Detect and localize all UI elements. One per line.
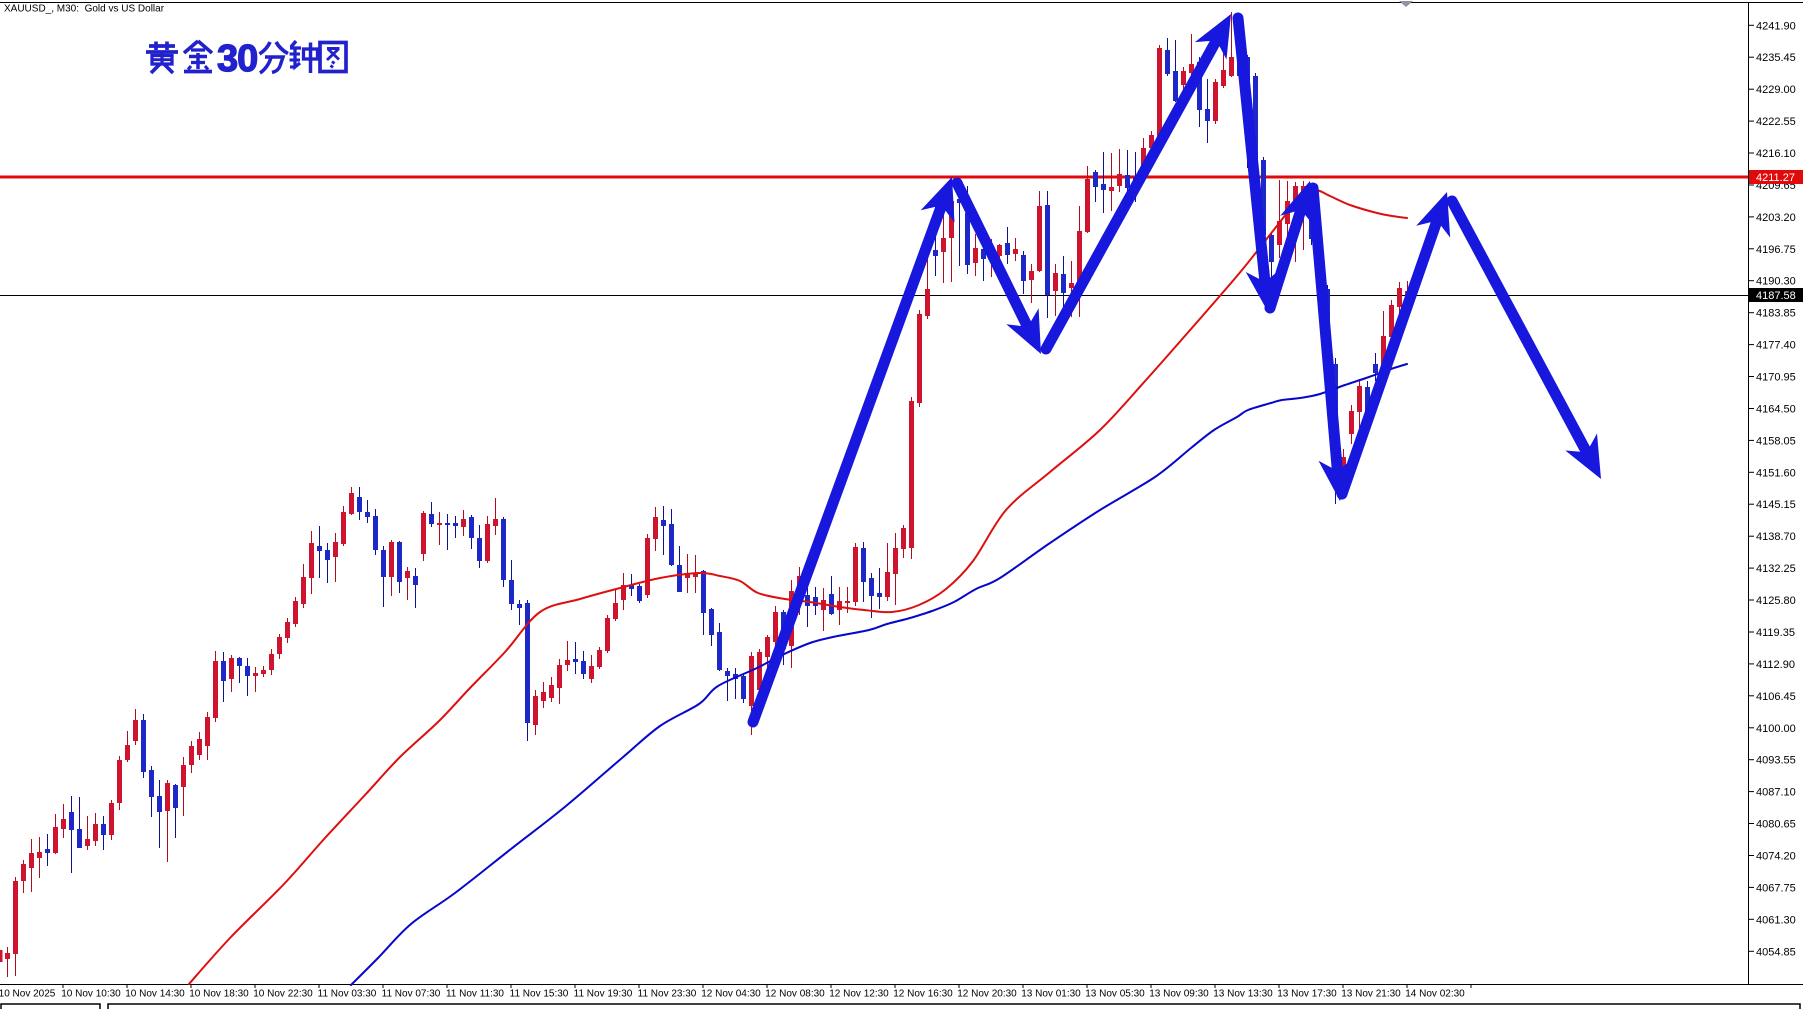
svg-text:4054.85: 4054.85 xyxy=(1756,946,1796,958)
svg-text:4211.27: 4211.27 xyxy=(1756,172,1795,184)
svg-text:13 Nov 09:30: 13 Nov 09:30 xyxy=(1149,989,1209,1000)
svg-text:10 Nov 10:30: 10 Nov 10:30 xyxy=(61,989,121,1000)
svg-text:4177.40: 4177.40 xyxy=(1756,340,1796,352)
svg-text:11 Nov 11:30: 11 Nov 11:30 xyxy=(446,989,504,1000)
svg-text:12 Nov 16:30: 12 Nov 16:30 xyxy=(893,989,953,1000)
svg-text:4100.00: 4100.00 xyxy=(1756,723,1796,735)
svg-text:4138.70: 4138.70 xyxy=(1756,531,1796,543)
svg-text:30: 30 xyxy=(217,38,257,80)
svg-text:4235.45: 4235.45 xyxy=(1756,52,1796,64)
svg-text:4080.65: 4080.65 xyxy=(1756,819,1796,831)
svg-text:12 Nov 12:30: 12 Nov 12:30 xyxy=(829,989,889,1000)
svg-text:4216.10: 4216.10 xyxy=(1756,148,1796,160)
svg-text:4093.55: 4093.55 xyxy=(1756,755,1796,767)
svg-text:4196.75: 4196.75 xyxy=(1756,244,1796,256)
svg-text:4067.75: 4067.75 xyxy=(1756,882,1796,894)
svg-text:13 Nov 21:30: 13 Nov 21:30 xyxy=(1341,989,1401,1000)
svg-text:4061.30: 4061.30 xyxy=(1756,914,1796,926)
svg-text:12 Nov 08:30: 12 Nov 08:30 xyxy=(765,989,825,1000)
svg-text:13 Nov 05:30: 13 Nov 05:30 xyxy=(1085,989,1145,1000)
svg-text:4203.20: 4203.20 xyxy=(1756,212,1796,224)
svg-text:4151.60: 4151.60 xyxy=(1756,467,1796,479)
svg-text:10 Nov 18:30: 10 Nov 18:30 xyxy=(189,989,249,1000)
svg-text:4229.00: 4229.00 xyxy=(1756,84,1796,96)
svg-text:4125.80: 4125.80 xyxy=(1756,595,1796,607)
svg-text:4132.25: 4132.25 xyxy=(1756,563,1796,575)
svg-text:4087.10: 4087.10 xyxy=(1756,787,1796,799)
svg-text:4112.90: 4112.90 xyxy=(1756,659,1795,671)
svg-text:4190.30: 4190.30 xyxy=(1756,276,1796,288)
svg-text:4183.85: 4183.85 xyxy=(1756,308,1796,320)
svg-text:14 Nov 02:30: 14 Nov 02:30 xyxy=(1405,989,1465,1000)
svg-text:12 Nov 04:30: 12 Nov 04:30 xyxy=(701,989,761,1000)
svg-text:4164.50: 4164.50 xyxy=(1756,404,1796,416)
svg-text:13 Nov 01:30: 13 Nov 01:30 xyxy=(1021,989,1081,1000)
svg-text:4106.45: 4106.45 xyxy=(1756,691,1796,703)
svg-text:11 Nov 23:30: 11 Nov 23:30 xyxy=(638,989,697,1000)
svg-text:11 Nov 15:30: 11 Nov 15:30 xyxy=(510,989,569,1000)
svg-text:12 Nov 20:30: 12 Nov 20:30 xyxy=(957,989,1017,1000)
svg-text:10 Nov 2025: 10 Nov 2025 xyxy=(0,989,56,1000)
svg-text:10 Nov 14:30: 10 Nov 14:30 xyxy=(125,989,185,1000)
svg-text:11 Nov 19:30: 11 Nov 19:30 xyxy=(574,989,633,1000)
svg-text:11 Nov 03:30: 11 Nov 03:30 xyxy=(318,989,377,1000)
svg-text:4241.90: 4241.90 xyxy=(1756,20,1796,32)
svg-text:13 Nov 13:30: 13 Nov 13:30 xyxy=(1213,989,1273,1000)
svg-text:4074.20: 4074.20 xyxy=(1756,851,1796,863)
svg-text:10 Nov 22:30: 10 Nov 22:30 xyxy=(253,989,313,1000)
svg-text:4170.95: 4170.95 xyxy=(1756,372,1796,384)
svg-text:4222.55: 4222.55 xyxy=(1756,116,1796,128)
svg-text:4158.05: 4158.05 xyxy=(1756,435,1796,447)
svg-text:13 Nov 17:30: 13 Nov 17:30 xyxy=(1277,989,1337,1000)
svg-text:4119.35: 4119.35 xyxy=(1756,627,1795,639)
svg-text:11 Nov 07:30: 11 Nov 07:30 xyxy=(382,989,441,1000)
svg-text:4145.15: 4145.15 xyxy=(1756,499,1796,511)
svg-text:4187.58: 4187.58 xyxy=(1756,290,1796,302)
svg-text:XAUUSD_, M30: Gold vs US Doll: XAUUSD_, M30: Gold vs US Dollar xyxy=(4,4,165,15)
